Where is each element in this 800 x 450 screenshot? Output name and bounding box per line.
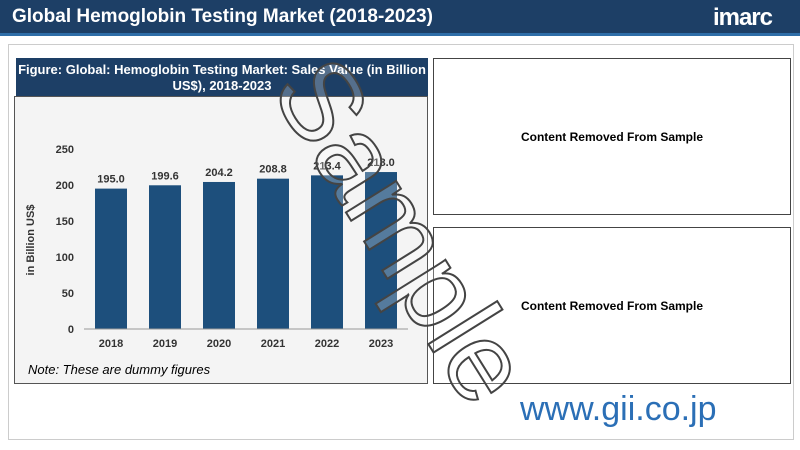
bar bbox=[203, 181, 235, 329]
value-label: 208.8 bbox=[259, 164, 287, 176]
value-label: 218.0 bbox=[367, 157, 395, 169]
y-tick-label: 50 bbox=[62, 288, 74, 300]
bar bbox=[149, 185, 181, 329]
footer: www.gii.co.jp bbox=[520, 390, 717, 428]
bar bbox=[257, 178, 289, 329]
bar bbox=[365, 172, 397, 329]
y-axis-label: in Billion US$ bbox=[25, 205, 37, 276]
x-tick-label: 2023 bbox=[369, 338, 393, 350]
panel: Content Removed From Sample bbox=[433, 227, 791, 384]
logo: imarc bbox=[712, 4, 773, 31]
chart-title: Figure: Global: Hemoglobin Testing Marke… bbox=[16, 58, 428, 96]
x-tick-label: 2018 bbox=[99, 338, 123, 350]
frame bbox=[8, 44, 794, 440]
note: Note: These are dummy figures bbox=[28, 362, 211, 377]
panel: Content Removed From Sample bbox=[433, 58, 791, 215]
watermark: Sample bbox=[249, 36, 556, 424]
x-tick-label: 2021 bbox=[261, 338, 285, 350]
y-tick-label: 250 bbox=[56, 144, 74, 156]
x-tick-label: 2020 bbox=[207, 338, 231, 350]
y-tick-label: 0 bbox=[68, 324, 74, 336]
y-tick-label: 200 bbox=[56, 180, 74, 192]
bar bbox=[95, 188, 127, 329]
y-tick-label: 100 bbox=[56, 252, 74, 264]
header-title: Global Hemoglobin Testing Market (2018-2… bbox=[12, 6, 433, 27]
value-label: 195.0 bbox=[97, 174, 125, 186]
x-tick-label: 2019 bbox=[153, 338, 177, 350]
bar bbox=[311, 175, 343, 329]
value-label: 204.2 bbox=[205, 167, 233, 179]
value-label: 213.4 bbox=[313, 160, 341, 172]
y-tick-label: 150 bbox=[56, 216, 74, 228]
x-tick-label: 2022 bbox=[315, 338, 339, 350]
value-label: 199.6 bbox=[151, 170, 179, 182]
header bbox=[0, 0, 800, 36]
